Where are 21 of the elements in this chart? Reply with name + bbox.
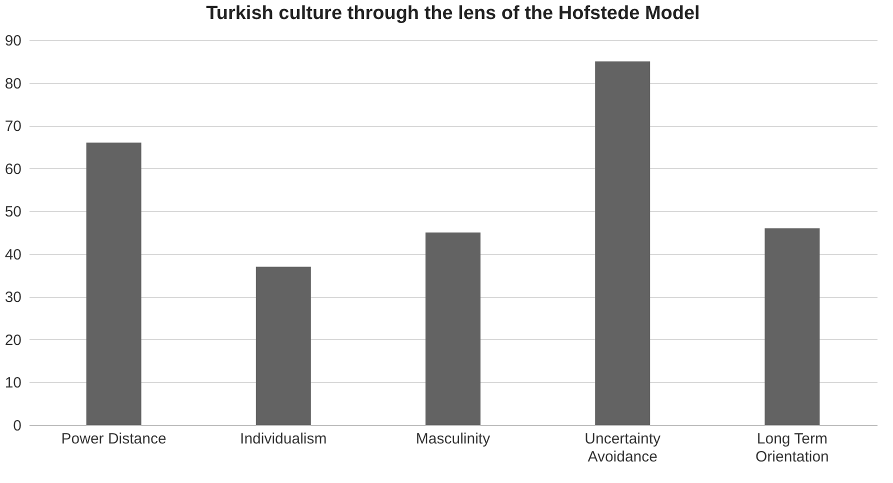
x-tick-label: Individualism <box>240 430 327 448</box>
x-tick-label: Uncertainty Avoidance <box>584 430 662 466</box>
y-tick-label: 0 <box>13 418 22 434</box>
y-tick-label: 10 <box>4 374 22 392</box>
bar <box>256 266 311 425</box>
bar <box>86 142 142 425</box>
y-tick-label: 50 <box>4 204 22 221</box>
bar <box>764 228 820 425</box>
y-tick-label: 70 <box>4 118 22 136</box>
y-tick-label: 40 <box>4 246 22 264</box>
chart-title: Turkish culture through the lens of the Hofstede Model <box>206 3 700 24</box>
bar <box>426 232 480 425</box>
x-tick-label: Power Distance <box>61 430 166 448</box>
y-tick-label: 60 <box>4 160 22 178</box>
x-tick-label: Long Term Orientation <box>756 430 829 466</box>
y-tick-label: 90 <box>4 32 22 50</box>
y-tick-label: 20 <box>4 332 22 349</box>
bar <box>595 61 650 425</box>
x-tick-label: Masculinity <box>416 430 491 448</box>
y-tick-label: 80 <box>4 75 22 92</box>
y-tick-label: 30 <box>4 289 22 306</box>
